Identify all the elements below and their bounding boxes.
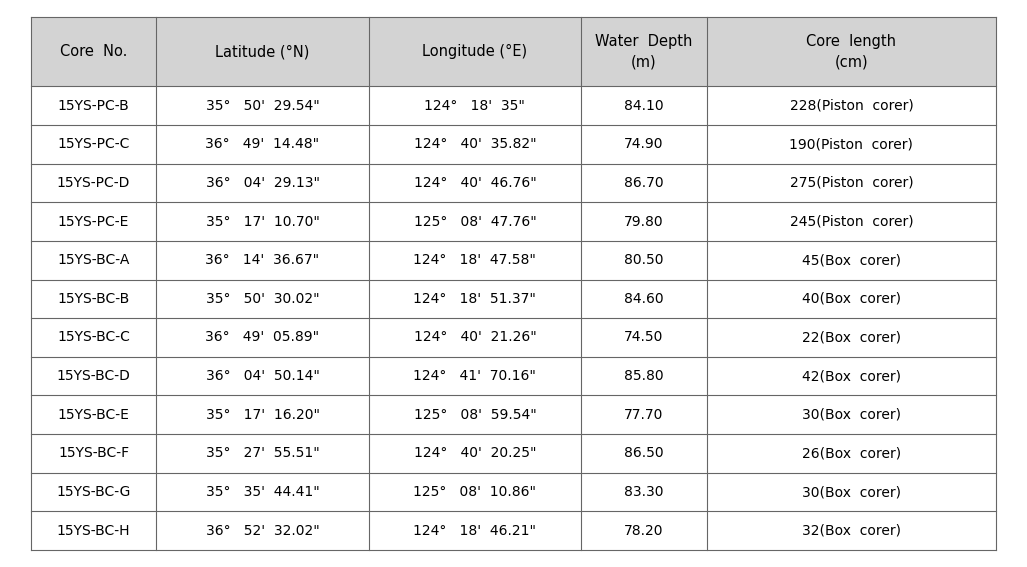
- Text: 245(Piston  corer): 245(Piston corer): [790, 214, 913, 229]
- Text: 35°   17'  16.20": 35° 17' 16.20": [205, 408, 319, 422]
- Text: 15YS-BC-B: 15YS-BC-B: [58, 292, 129, 306]
- Text: Latitude (°N): Latitude (°N): [216, 44, 310, 59]
- Text: 32(Box  corer): 32(Box corer): [802, 524, 901, 538]
- Text: 36°   49'  05.89": 36° 49' 05.89": [205, 331, 319, 345]
- Text: 79.80: 79.80: [624, 214, 663, 229]
- Text: 30(Box  corer): 30(Box corer): [802, 408, 901, 422]
- Text: 15YS-PC-E: 15YS-PC-E: [58, 214, 129, 229]
- Text: 228(Piston  corer): 228(Piston corer): [790, 99, 913, 113]
- Text: 190(Piston  corer): 190(Piston corer): [790, 137, 913, 151]
- Text: 86.50: 86.50: [624, 446, 663, 460]
- Text: 124°   41'  70.16": 124° 41' 70.16": [414, 369, 536, 383]
- Text: 15YS-PC-B: 15YS-PC-B: [58, 99, 129, 113]
- Text: 30(Box  corer): 30(Box corer): [802, 485, 901, 499]
- Text: 125°   08'  10.86": 125° 08' 10.86": [414, 485, 536, 499]
- Bar: [31, 318, 996, 357]
- Text: 36°   52'  32.02": 36° 52' 32.02": [205, 524, 319, 538]
- Text: 35°   50'  30.02": 35° 50' 30.02": [205, 292, 319, 306]
- Text: 15YS-BC-E: 15YS-BC-E: [58, 408, 129, 422]
- Text: 15YS-BC-C: 15YS-BC-C: [58, 331, 130, 345]
- Text: 78.20: 78.20: [624, 524, 663, 538]
- Text: 15YS-PC-C: 15YS-PC-C: [58, 137, 129, 151]
- Text: 124°   18'  47.58": 124° 18' 47.58": [414, 253, 536, 267]
- Text: 125°   08'  59.54": 125° 08' 59.54": [414, 408, 536, 422]
- Text: 80.50: 80.50: [624, 253, 663, 267]
- Bar: [31, 125, 996, 163]
- Bar: [31, 473, 996, 511]
- Text: 15YS-BC-F: 15YS-BC-F: [58, 446, 129, 460]
- Text: 35°   17'  10.70": 35° 17' 10.70": [205, 214, 319, 229]
- Bar: [31, 357, 996, 395]
- Text: 15YS-BC-G: 15YS-BC-G: [56, 485, 130, 499]
- Bar: [31, 395, 996, 434]
- Text: 40(Box  corer): 40(Box corer): [802, 292, 901, 306]
- Text: 42(Box  corer): 42(Box corer): [802, 369, 901, 383]
- Text: 124°   18'  35": 124° 18' 35": [424, 99, 526, 113]
- Text: 22(Box  corer): 22(Box corer): [802, 331, 901, 345]
- Text: 15YS-PC-D: 15YS-PC-D: [56, 176, 130, 190]
- Text: 124°   18'  46.21": 124° 18' 46.21": [414, 524, 536, 538]
- Text: 15YS-BC-A: 15YS-BC-A: [58, 253, 129, 267]
- Text: 124°   40'  20.25": 124° 40' 20.25": [414, 446, 536, 460]
- Text: 15YS-BC-H: 15YS-BC-H: [56, 524, 130, 538]
- Bar: [31, 202, 996, 241]
- Text: 26(Box  corer): 26(Box corer): [802, 446, 901, 460]
- Text: 85.80: 85.80: [624, 369, 663, 383]
- Text: Water  Depth
(m): Water Depth (m): [595, 34, 692, 69]
- Text: 84.60: 84.60: [624, 292, 663, 306]
- Text: Core  No.: Core No.: [60, 44, 127, 59]
- Text: 15YS-BC-D: 15YS-BC-D: [56, 369, 130, 383]
- Bar: [31, 163, 996, 202]
- Text: 35°   50'  29.54": 35° 50' 29.54": [205, 99, 319, 113]
- Text: 45(Box  corer): 45(Box corer): [802, 253, 901, 267]
- Text: 74.90: 74.90: [624, 137, 663, 151]
- Bar: [31, 17, 996, 86]
- Text: 275(Piston  corer): 275(Piston corer): [790, 176, 913, 190]
- Text: 86.70: 86.70: [624, 176, 663, 190]
- Text: Core  length
(cm): Core length (cm): [806, 34, 897, 69]
- Text: 74.50: 74.50: [624, 331, 663, 345]
- Bar: [31, 280, 996, 318]
- Bar: [31, 434, 996, 473]
- Text: 36°   14'  36.67": 36° 14' 36.67": [205, 253, 319, 267]
- Text: 125°   08'  47.76": 125° 08' 47.76": [414, 214, 536, 229]
- Text: 35°   35'  44.41": 35° 35' 44.41": [205, 485, 319, 499]
- Bar: [31, 86, 996, 125]
- Text: 124°   40'  21.26": 124° 40' 21.26": [414, 331, 536, 345]
- Text: 35°   27'  55.51": 35° 27' 55.51": [205, 446, 319, 460]
- Text: 124°   40'  46.76": 124° 40' 46.76": [414, 176, 536, 190]
- Bar: [31, 511, 996, 550]
- Text: 36°   04'  29.13": 36° 04' 29.13": [205, 176, 319, 190]
- Text: 83.30: 83.30: [624, 485, 663, 499]
- Text: Longitude (°E): Longitude (°E): [422, 44, 528, 59]
- Text: 124°   40'  35.82": 124° 40' 35.82": [414, 137, 536, 151]
- Text: 77.70: 77.70: [624, 408, 663, 422]
- Text: 36°   49'  14.48": 36° 49' 14.48": [205, 137, 319, 151]
- Text: 124°   18'  51.37": 124° 18' 51.37": [414, 292, 536, 306]
- Text: 36°   04'  50.14": 36° 04' 50.14": [205, 369, 319, 383]
- Text: 84.10: 84.10: [624, 99, 663, 113]
- Bar: [31, 241, 996, 280]
